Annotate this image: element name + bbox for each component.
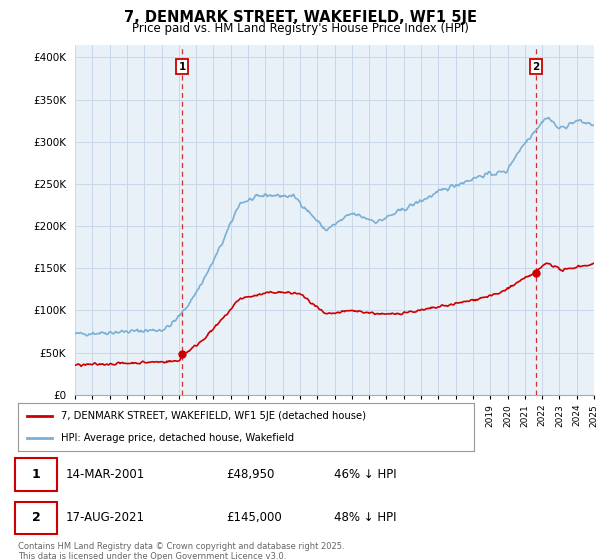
FancyBboxPatch shape [15, 502, 58, 534]
Text: 48% ↓ HPI: 48% ↓ HPI [334, 511, 397, 524]
Text: Price paid vs. HM Land Registry's House Price Index (HPI): Price paid vs. HM Land Registry's House … [131, 22, 469, 35]
Text: HPI: Average price, detached house, Wakefield: HPI: Average price, detached house, Wake… [61, 433, 295, 443]
Text: £145,000: £145,000 [227, 511, 283, 524]
Text: 46% ↓ HPI: 46% ↓ HPI [334, 468, 397, 481]
Text: Contains HM Land Registry data © Crown copyright and database right 2025.
This d: Contains HM Land Registry data © Crown c… [18, 542, 344, 560]
Text: 7, DENMARK STREET, WAKEFIELD, WF1 5JE: 7, DENMARK STREET, WAKEFIELD, WF1 5JE [124, 10, 476, 25]
FancyBboxPatch shape [15, 459, 58, 491]
Text: 7, DENMARK STREET, WAKEFIELD, WF1 5JE (detached house): 7, DENMARK STREET, WAKEFIELD, WF1 5JE (d… [61, 411, 367, 421]
Text: £48,950: £48,950 [227, 468, 275, 481]
Text: 17-AUG-2021: 17-AUG-2021 [66, 511, 145, 524]
Text: 1: 1 [179, 62, 186, 72]
Text: 2: 2 [532, 62, 539, 72]
Text: 1: 1 [32, 468, 41, 481]
Text: 2: 2 [32, 511, 41, 524]
Text: 14-MAR-2001: 14-MAR-2001 [66, 468, 145, 481]
